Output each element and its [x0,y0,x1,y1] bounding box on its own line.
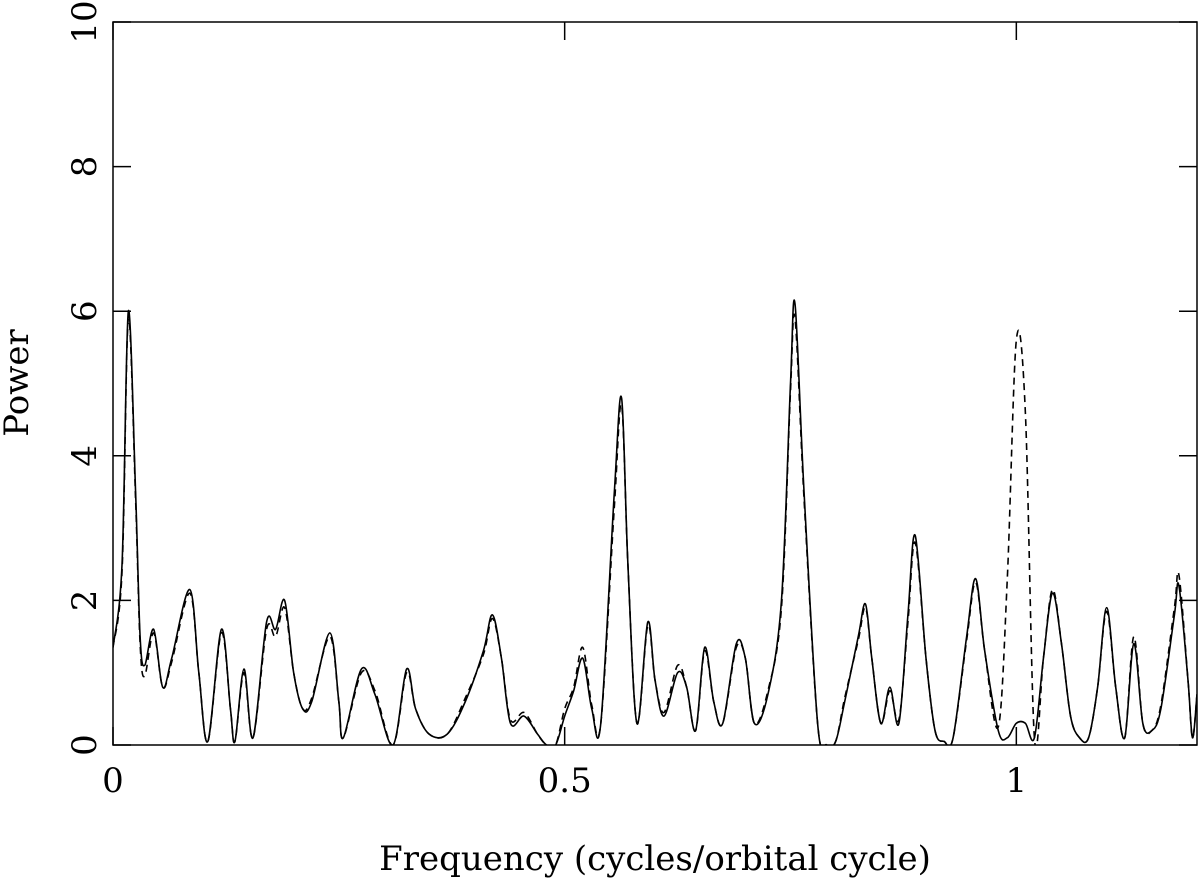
x-tick-label: 1 [1006,761,1028,801]
x-axis-label: Frequency (cycles/orbital cycle) [379,839,931,879]
plot-frame [112,21,1198,746]
y-tick-label: 4 [65,445,105,467]
x-tick-label: 0.5 [538,761,592,801]
y-tick-label: 10 [65,0,105,43]
series-line [113,313,1197,745]
y-tick-label: 0 [65,734,105,756]
y-tick-label: 2 [65,590,105,612]
x-tick-label: 0 [102,761,124,801]
y-tick-label: 6 [65,300,105,322]
y-axis-label: Power [0,329,37,437]
plot-lines [113,299,1197,745]
y-tick-label: 8 [65,156,105,178]
